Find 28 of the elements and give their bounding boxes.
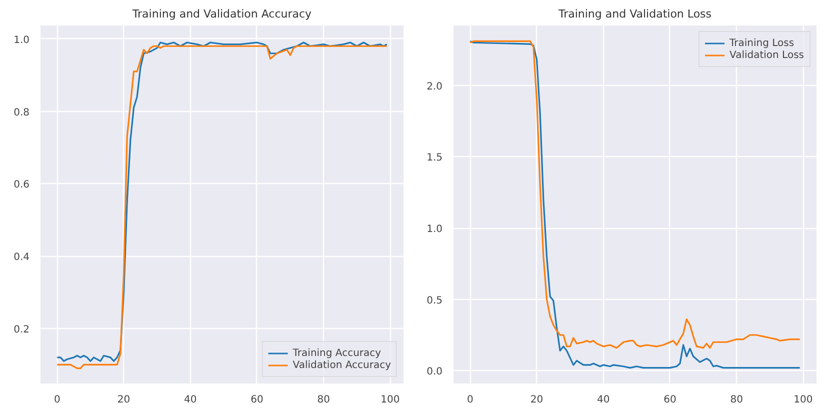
y-tick-label: 1.0 bbox=[426, 224, 443, 236]
x-tick-label: 40 bbox=[184, 394, 197, 406]
y-tick-label: 0.5 bbox=[426, 295, 443, 306]
x-tick-label: 0 bbox=[466, 394, 474, 406]
y-tick-label: 0.4 bbox=[14, 252, 30, 264]
x-tick-label: 60 bbox=[664, 394, 676, 406]
y-tick-label: 0.6 bbox=[14, 180, 30, 191]
x-tick-label: 80 bbox=[317, 394, 330, 406]
x-tick-label: 0 bbox=[54, 394, 60, 406]
chart-title: Training and Validation Accuracy bbox=[131, 8, 312, 20]
chart-title: Training and Validation Loss bbox=[557, 8, 712, 20]
y-tick-label: 0.0 bbox=[426, 366, 443, 378]
y-tick-label: 0.8 bbox=[14, 107, 30, 118]
x-tick-label: 100 bbox=[794, 394, 813, 406]
x-tick-label: 60 bbox=[250, 394, 264, 406]
legend-label: Training Loss bbox=[730, 37, 794, 49]
x-tick-label: 20 bbox=[117, 394, 130, 406]
y-tick-label: 0.2 bbox=[14, 324, 30, 336]
x-tick-label: 80 bbox=[730, 394, 743, 406]
x-tick-label: 40 bbox=[597, 394, 610, 406]
x-tick-label: 20 bbox=[530, 394, 544, 406]
x-tick-label: 100 bbox=[380, 394, 400, 406]
legend-label: Validation Loss bbox=[730, 49, 804, 61]
legend-label: Validation Accuracy bbox=[292, 359, 391, 371]
y-tick-label: 2.0 bbox=[426, 81, 443, 92]
y-tick-label: 1.0 bbox=[14, 34, 30, 46]
y-tick-label: 1.5 bbox=[426, 152, 443, 164]
legend-label: Training Accuracy bbox=[292, 347, 382, 359]
